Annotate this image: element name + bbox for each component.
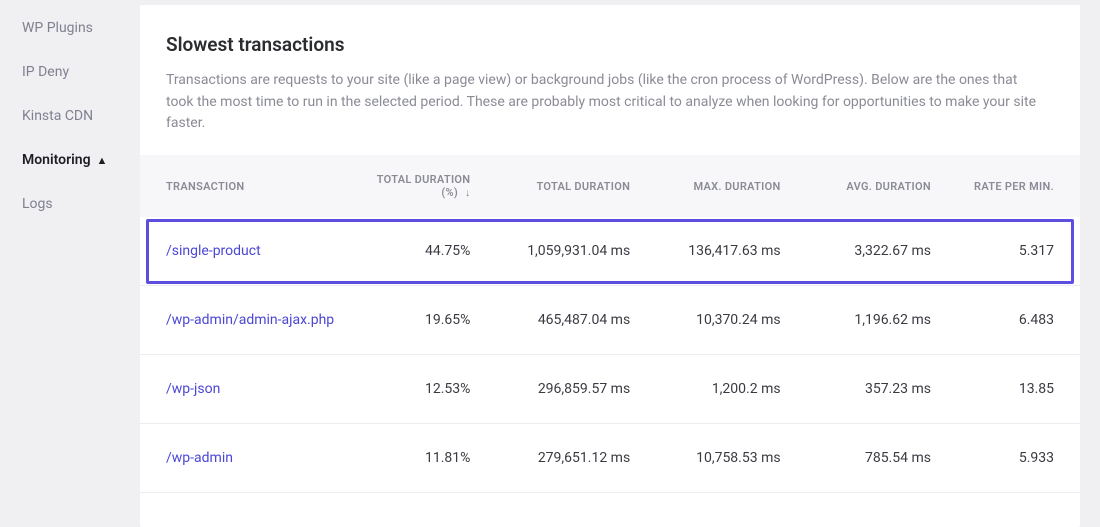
transaction-link[interactable]: /single-product [140, 217, 366, 286]
cell-avg-dur: 357.23 ms [789, 355, 939, 424]
transaction-link[interactable]: /wp-admin/admin-ajax.php [140, 286, 366, 355]
table-row[interactable]: /single-product44.75%1,059,931.04 ms136,… [140, 217, 1080, 286]
main-panel: Slowest transactions Transactions are re… [140, 5, 1080, 527]
table-row[interactable]: /wp-json12.53%296,859.57 ms1,200.2 ms357… [140, 355, 1080, 424]
sidebar-item-logs[interactable]: Logs [22, 196, 140, 212]
cell-max-dur: 10,370.24 ms [638, 286, 788, 355]
col-label: TRANSACTION [166, 180, 244, 193]
transaction-link[interactable]: /wp-admin [140, 424, 366, 493]
cell-rate: 6.483 [939, 286, 1080, 355]
cell-max-dur: 136,417.63 ms [638, 217, 788, 286]
col-avg-dur[interactable]: AVG. DURATION [789, 155, 939, 217]
sidebar-item-label: Kinsta CDN [22, 108, 93, 124]
table-header-row: TRANSACTION TOTAL DURATION (%) ↓ TOTAL D… [140, 155, 1080, 217]
col-label: AVG. DURATION [846, 180, 931, 193]
sidebar-item-monitoring[interactable]: Monitoring ▲ [22, 152, 140, 168]
cell-rate: 13.85 [939, 355, 1080, 424]
col-label: TOTAL DURATION [537, 180, 631, 193]
sort-desc-icon: ↓ [465, 188, 470, 199]
table-body: /single-product44.75%1,059,931.04 ms136,… [140, 217, 1080, 493]
col-max-dur[interactable]: MAX. DURATION [638, 155, 788, 217]
cell-total-pct: 11.81% [366, 424, 479, 493]
table-wrap: TRANSACTION TOTAL DURATION (%) ↓ TOTAL D… [140, 155, 1080, 493]
col-transaction[interactable]: TRANSACTION [140, 155, 366, 217]
panel-description: Transactions are requests to your site (… [166, 70, 1046, 135]
sidebar-item-label: Logs [22, 196, 53, 212]
sidebar-item-label: IP Deny [22, 64, 69, 80]
col-label: RATE PER MIN. [974, 180, 1054, 193]
col-total-dur[interactable]: TOTAL DURATION [478, 155, 638, 217]
cell-avg-dur: 1,196.62 ms [789, 286, 939, 355]
col-total-pct[interactable]: TOTAL DURATION (%) ↓ [366, 155, 479, 217]
app-layout: WP Plugins IP Deny Kinsta CDN Monitoring… [0, 0, 1100, 527]
cell-rate: 5.317 [939, 217, 1080, 286]
panel-header: Slowest transactions Transactions are re… [140, 33, 1080, 135]
caret-up-icon: ▲ [97, 154, 108, 167]
cell-total-dur: 1,059,931.04 ms [478, 217, 638, 286]
cell-total-dur: 465,487.04 ms [478, 286, 638, 355]
cell-max-dur: 10,758.53 ms [638, 424, 788, 493]
cell-total-pct: 44.75% [366, 217, 479, 286]
col-rate[interactable]: RATE PER MIN. [939, 155, 1080, 217]
sidebar-item-kinsta-cdn[interactable]: Kinsta CDN [22, 108, 140, 124]
sidebar-item-label: WP Plugins [22, 20, 93, 36]
transactions-table: TRANSACTION TOTAL DURATION (%) ↓ TOTAL D… [140, 155, 1080, 493]
cell-total-pct: 19.65% [366, 286, 479, 355]
cell-avg-dur: 785.54 ms [789, 424, 939, 493]
sidebar: WP Plugins IP Deny Kinsta CDN Monitoring… [0, 0, 140, 527]
cell-max-dur: 1,200.2 ms [638, 355, 788, 424]
cell-total-pct: 12.53% [366, 355, 479, 424]
sidebar-item-ip-deny[interactable]: IP Deny [22, 64, 140, 80]
sidebar-item-label: Monitoring [22, 152, 91, 168]
col-label: TOTAL DURATION (%) [377, 173, 471, 199]
col-label: MAX. DURATION [693, 180, 780, 193]
cell-total-dur: 279,651.12 ms [478, 424, 638, 493]
table-row[interactable]: /wp-admin11.81%279,651.12 ms10,758.53 ms… [140, 424, 1080, 493]
transaction-link[interactable]: /wp-json [140, 355, 366, 424]
sidebar-item-wp-plugins[interactable]: WP Plugins [22, 20, 140, 36]
cell-rate: 5.933 [939, 424, 1080, 493]
table-row[interactable]: /wp-admin/admin-ajax.php19.65%465,487.04… [140, 286, 1080, 355]
panel-title: Slowest transactions [166, 33, 1054, 56]
cell-total-dur: 296,859.57 ms [478, 355, 638, 424]
cell-avg-dur: 3,322.67 ms [789, 217, 939, 286]
